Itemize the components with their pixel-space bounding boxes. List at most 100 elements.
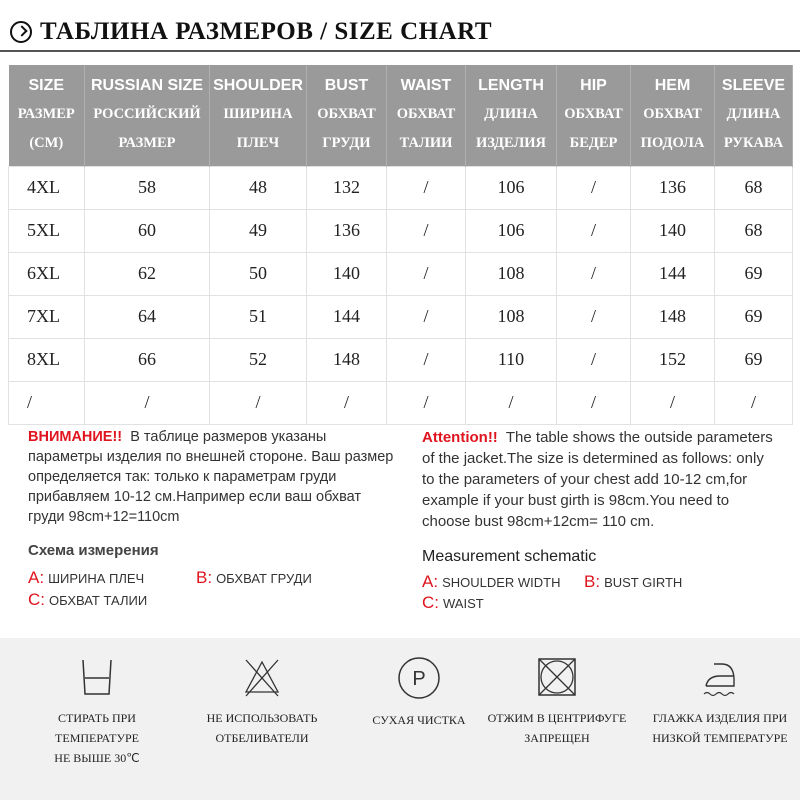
column-header: WAIST ОБХВАТ ТАЛИИ xyxy=(386,65,466,166)
table-cell: / xyxy=(630,380,715,425)
letter-c: C: xyxy=(28,590,45,609)
table-cell: 68 xyxy=(714,208,793,253)
note-en: Attention!! The table shows the outside … xyxy=(422,427,780,532)
no-tumble-dry-icon xyxy=(538,658,576,696)
table-cell: 144 xyxy=(306,294,387,339)
legend-b-ru: B: ОБХВАТ ГРУДИ xyxy=(196,568,312,588)
care-label: ОТЖИМ В ЦЕНТРИФУГЕ xyxy=(487,711,627,725)
title-text: ТАБЛИНА РАЗМЕРОВ / SIZE CHART xyxy=(40,18,493,45)
column-header: SLEEVE ДЛИНА РУКАВА xyxy=(714,65,793,166)
table-cell: 140 xyxy=(306,251,387,296)
table-cell: 62 xyxy=(84,251,210,296)
header-ru1: ДЛИНА xyxy=(484,106,538,123)
header-en: RUSSIAN SIZE xyxy=(90,77,203,95)
svg-text:P: P xyxy=(412,668,425,690)
wash-30-icon xyxy=(82,659,112,695)
header-ru1: ОБХВАТ xyxy=(317,106,376,123)
legend-b-text: BUST GIRTH xyxy=(604,574,683,590)
care-label: НЕ ВЫШЕ 30℃ xyxy=(54,751,140,765)
header-en: SHOULDER xyxy=(213,77,303,95)
table-cell: / xyxy=(465,380,557,425)
table-row: 7XL 64 51 144/108/148 69 xyxy=(8,294,793,339)
table-cell: 110 xyxy=(465,337,557,382)
header-ru2: ИЗДЕЛИЯ xyxy=(475,135,547,152)
table-cell: / xyxy=(386,251,466,296)
care-item-tumble: ОТЖИМ В ЦЕНТРИФУГЕ ЗАПРЕЩЕН xyxy=(477,638,637,748)
iron-low-icon xyxy=(703,663,735,697)
legend-a-text: SHOULDER WIDTH xyxy=(442,574,561,590)
table-cell: 48 xyxy=(209,165,307,210)
title-divider xyxy=(0,50,800,52)
table-cell: 148 xyxy=(630,294,715,339)
schematic-title-en: Measurement schematic xyxy=(422,548,597,565)
header-en: WAIST xyxy=(400,77,452,95)
table-cell: 4XL xyxy=(8,165,85,210)
table-cell: / xyxy=(556,208,631,253)
table-cell: / xyxy=(306,380,387,425)
care-item-bleach: НЕ ИСПОЛЬЗОВАТЬ ОТБЕЛИВАТЕЛИ xyxy=(182,638,342,748)
column-header: SIZE РАЗМЕР (CM) xyxy=(8,65,85,166)
header-ru2: БЕДЕР xyxy=(569,135,618,152)
column-header: HEM ОБХВАТ ПОДОЛА xyxy=(630,65,715,166)
legend-b-text: ОБХВАТ ГРУДИ xyxy=(216,570,312,586)
letter-b: B: xyxy=(196,568,213,587)
table-cell: / xyxy=(8,380,85,425)
table-cell: / xyxy=(556,294,631,339)
column-header: RUSSIAN SIZE РОССИЙСКИЙ РАЗМЕР xyxy=(84,65,210,166)
size-table: SIZE РАЗМЕР (CM) RUSSIAN SIZE РОССИЙСКИЙ РАЗМ… xyxy=(8,65,793,425)
table-cell: 49 xyxy=(209,208,307,253)
table-cell: / xyxy=(556,380,631,425)
care-label: НЕ ИСПОЛЬЗОВАТЬ xyxy=(206,711,318,725)
header-ru1: РОССИЙСКИЙ xyxy=(93,106,201,123)
table-cell: / xyxy=(556,251,631,296)
legend-a-en: A: SHOULDER WIDTH xyxy=(422,572,561,592)
arrow-circle-icon xyxy=(10,21,32,43)
header-en: HEM xyxy=(654,77,691,95)
note-ru: ВНИМАНИЕ!! В таблице размеров указаны па… xyxy=(28,427,398,527)
header-ru1: ШИРИНА xyxy=(223,106,293,123)
header-ru1: ОБХВАТ xyxy=(643,106,702,123)
page-title: ТАБЛИНА РАЗМЕРОВ / SIZE CHART xyxy=(10,18,492,46)
legend-a-ru: A: ШИРИНА ПЛЕЧ xyxy=(28,568,144,588)
table-row: 8XL 66 52 148/110/152 69 xyxy=(8,337,793,382)
table-cell: 5XL xyxy=(8,208,85,253)
letter-a: A: xyxy=(422,572,439,591)
legend-c-en: C: WAIST xyxy=(422,593,484,613)
table-cell: 136 xyxy=(306,208,387,253)
care-item-dryclean: P СУХАЯ ЧИСТКА xyxy=(339,638,499,730)
header-ru2: ПОДОЛА xyxy=(640,135,705,152)
table-cell: 106 xyxy=(465,208,557,253)
table-cell: / xyxy=(556,165,631,210)
table-cell: / xyxy=(386,380,466,425)
care-instructions: СТИРАТЬ ПРИ ТЕМПЕРАТУРЕ НЕ ВЫШЕ 30℃ НЕ ИС… xyxy=(0,638,800,800)
header-ru2: РАЗМЕР xyxy=(118,135,176,152)
table-cell: 69 xyxy=(714,251,793,296)
table-cell: 68 xyxy=(714,165,793,210)
table-row: 6XL 62 50 140/108/144 69 xyxy=(8,251,793,296)
table-cell: / xyxy=(556,337,631,382)
header-ru2: ГРУДИ xyxy=(322,135,371,152)
table-cell: 140 xyxy=(630,208,715,253)
header-ru1: ДЛИНА xyxy=(726,106,781,123)
legend-b-en: B: BUST GIRTH xyxy=(584,572,682,592)
table-cell: 69 xyxy=(714,337,793,382)
header-ru2: ТАЛИИ xyxy=(399,135,453,152)
table-cell: 66 xyxy=(84,337,210,382)
schematic-title-ru: Схема измерения xyxy=(28,542,159,559)
letter-c: C: xyxy=(422,593,439,612)
table-cell: 50 xyxy=(209,251,307,296)
care-item-iron: ГЛАЖКА ИЗДЕЛИЯ ПРИ НИЗКОЙ ТЕМПЕРАТУРЕ xyxy=(640,638,800,748)
table-cell: 8XL xyxy=(8,337,85,382)
letter-a: A: xyxy=(28,568,45,587)
table-cell: 148 xyxy=(306,337,387,382)
warning-label-ru: ВНИМАНИЕ!! xyxy=(28,429,123,445)
column-header: LENGTH ДЛИНА ИЗДЕЛИЯ xyxy=(465,65,557,166)
table-cell: 144 xyxy=(630,251,715,296)
legend-c-text: WAIST xyxy=(443,595,484,611)
table-cell: / xyxy=(386,337,466,382)
dry-clean-p-icon: P xyxy=(398,657,440,699)
table-cell: 106 xyxy=(465,165,557,210)
letter-b: B: xyxy=(584,572,601,591)
table-cell: / xyxy=(386,165,466,210)
legend-a-text: ШИРИНА ПЛЕЧ xyxy=(48,570,145,586)
